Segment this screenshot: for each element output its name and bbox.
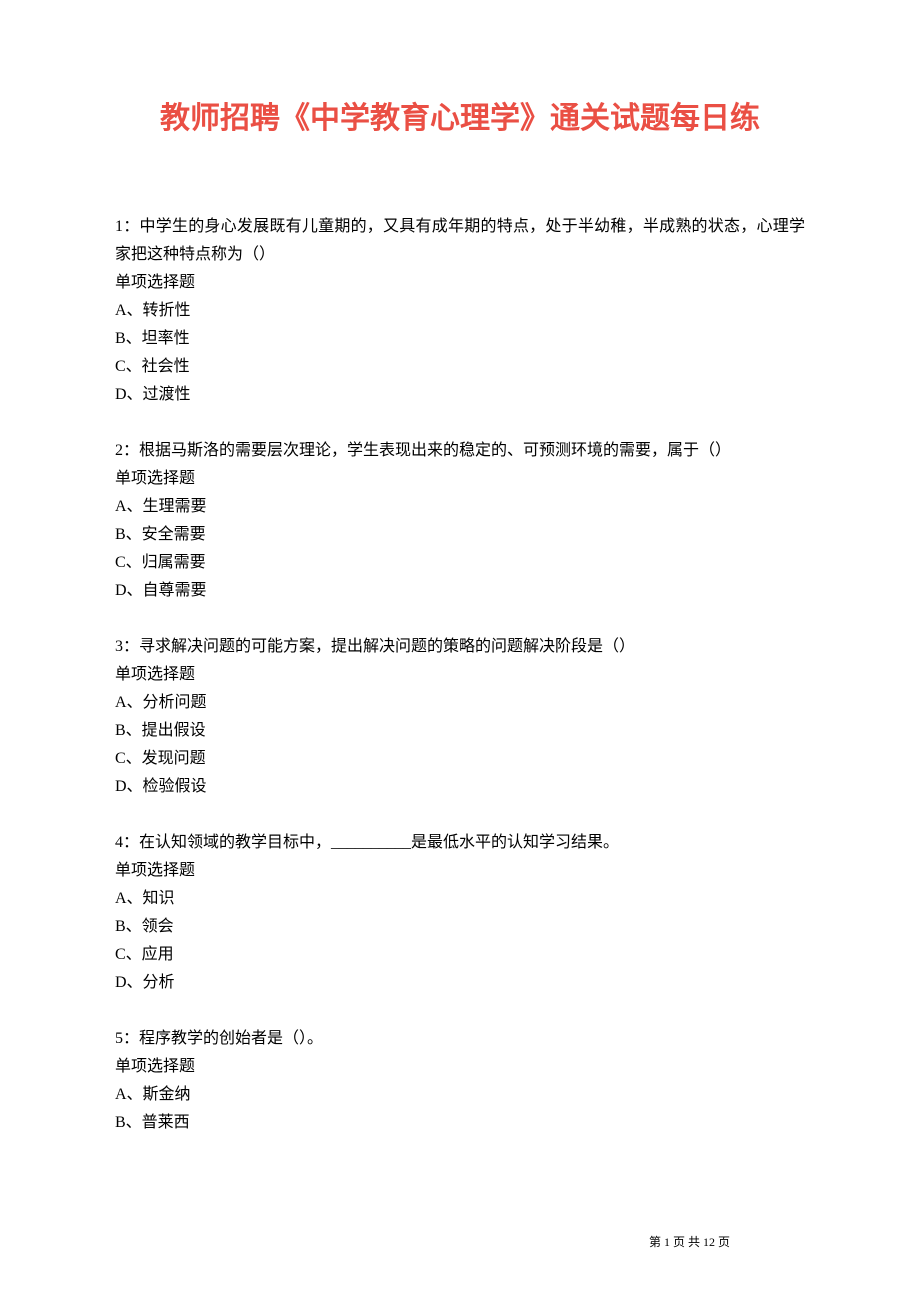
option-d: D、分析 [115, 969, 805, 997]
question-stem: 5：程序教学的创始者是（）。 [115, 1025, 805, 1053]
option-a: A、转折性 [115, 297, 805, 325]
question-2: 2：根据马斯洛的需要层次理论，学生表现出来的稳定的、可预测环境的需要，属于（） … [115, 437, 805, 605]
option-d: D、自尊需要 [115, 577, 805, 605]
document-title: 教师招聘《中学教育心理学》通关试题每日练 [115, 95, 805, 143]
question-stem: 3：寻求解决问题的可能方案，提出解决问题的策略的问题解决阶段是（） [115, 633, 805, 661]
option-c: C、发现问题 [115, 745, 805, 773]
question-stem: 1：中学生的身心发展既有儿童期的，又具有成年期的特点，处于半幼稚，半成熟的状态，… [115, 213, 805, 269]
option-c: C、归属需要 [115, 549, 805, 577]
option-b: B、提出假设 [115, 717, 805, 745]
question-4: 4：在认知领域的教学目标中，__________是最低水平的认知学习结果。 单项… [115, 829, 805, 997]
question-type: 单项选择题 [115, 465, 805, 493]
footer-middle: 页 共 [673, 1235, 700, 1249]
option-a: A、分析问题 [115, 689, 805, 717]
option-b: B、普莱西 [115, 1109, 805, 1137]
question-type: 单项选择题 [115, 1053, 805, 1081]
page-content: 教师招聘《中学教育心理学》通关试题每日练 1：中学生的身心发展既有儿童期的，又具… [0, 0, 920, 1137]
option-c: C、社会性 [115, 353, 805, 381]
question-5: 5：程序教学的创始者是（）。 单项选择题 A、斯金纳 B、普莱西 [115, 1025, 805, 1137]
question-type: 单项选择题 [115, 269, 805, 297]
question-stem: 4：在认知领域的教学目标中，__________是最低水平的认知学习结果。 [115, 829, 805, 857]
option-a: A、斯金纳 [115, 1081, 805, 1109]
footer-current-page: 1 [664, 1235, 670, 1249]
option-a: A、知识 [115, 885, 805, 913]
question-type: 单项选择题 [115, 857, 805, 885]
option-b: B、坦率性 [115, 325, 805, 353]
option-b: B、安全需要 [115, 521, 805, 549]
option-d: D、检验假设 [115, 773, 805, 801]
question-3: 3：寻求解决问题的可能方案，提出解决问题的策略的问题解决阶段是（） 单项选择题 … [115, 633, 805, 801]
option-a: A、生理需要 [115, 493, 805, 521]
option-c: C、应用 [115, 941, 805, 969]
option-d: D、过渡性 [115, 381, 805, 409]
page-footer: 第 1 页 共 12 页 [649, 1233, 730, 1250]
question-type: 单项选择题 [115, 661, 805, 689]
footer-total-pages: 12 [703, 1235, 715, 1249]
question-stem: 2：根据马斯洛的需要层次理论，学生表现出来的稳定的、可预测环境的需要，属于（） [115, 437, 805, 465]
question-1: 1：中学生的身心发展既有儿童期的，又具有成年期的特点，处于半幼稚，半成熟的状态，… [115, 213, 805, 409]
option-b: B、领会 [115, 913, 805, 941]
footer-prefix: 第 [649, 1235, 661, 1249]
footer-suffix: 页 [718, 1235, 730, 1249]
